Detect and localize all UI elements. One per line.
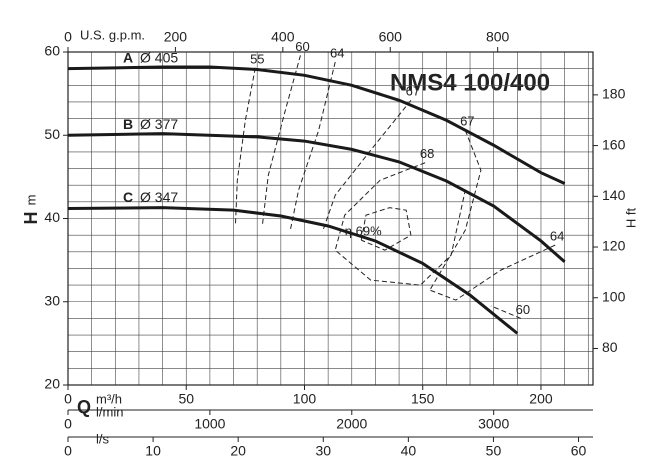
efficiency-curve — [490, 305, 522, 319]
efficiency-curve — [261, 55, 301, 226]
efficiency-curve — [234, 67, 256, 226]
x-tick-label: 400 — [271, 29, 295, 45]
efficiency-label: 60 — [516, 302, 530, 317]
x-tick-label: 0 — [64, 443, 72, 459]
curve-diameter: Ø 347 — [140, 189, 178, 205]
efficiency-label: 64 — [550, 229, 564, 244]
efficiency-curve — [429, 130, 482, 291]
x-tick-label: 200 — [164, 29, 188, 45]
x-tick-label: 800 — [486, 29, 510, 45]
curve-diameter: Ø 405 — [140, 49, 178, 65]
x-tick-label: 60 — [571, 443, 587, 459]
y2-tick-label: 120 — [602, 238, 626, 254]
axis-label: U.S. g.p.m. — [80, 27, 145, 42]
head-curve — [67, 132, 566, 263]
x-tick-label: 30 — [315, 443, 331, 459]
x-tick-label: 0 — [64, 416, 72, 432]
y2-tick-label: 100 — [602, 288, 626, 304]
x-tick-label: 200 — [529, 391, 553, 407]
efficiency-label: 68 — [420, 146, 434, 161]
x-tick-label: 3000 — [478, 416, 509, 432]
x-tick-label: 10 — [145, 443, 161, 459]
efficiency-label: 67 — [406, 84, 420, 99]
y-tick-label: 20 — [44, 376, 60, 392]
y2-tick-label: 160 — [602, 136, 626, 152]
x-axis-symbol: Q — [77, 397, 91, 417]
y-axis-unit: m — [23, 195, 38, 206]
head-curve — [67, 65, 566, 185]
x-tick-label: 600 — [379, 29, 403, 45]
curve-name: B — [123, 116, 133, 132]
x-tick-label: 150 — [411, 391, 435, 407]
x-tick-label: 100 — [293, 391, 317, 407]
y-tick-label: 60 — [44, 43, 60, 59]
x-tick-label: 1000 — [194, 416, 225, 432]
x-tick-label: 50 — [178, 391, 194, 407]
curve-name: C — [123, 189, 133, 205]
y2-tick-label: 180 — [602, 86, 626, 102]
y-tick-label: 40 — [44, 209, 60, 225]
y-tick-label: 50 — [44, 126, 60, 142]
efficiency-curve — [429, 244, 556, 301]
efficiency-curve — [334, 162, 466, 286]
efficiency-curve — [289, 61, 336, 231]
x-tick-label: 0 — [64, 391, 72, 407]
y2-axis-label: H ft — [623, 208, 638, 229]
y-axis-symbol: H — [21, 212, 41, 225]
efficiency-curve — [360, 207, 412, 251]
x-tick-label: 2000 — [336, 416, 367, 432]
efficiency-label: 60 — [295, 39, 309, 54]
efficiency-label: 55 — [250, 51, 264, 66]
axis-label: l/min — [96, 404, 123, 419]
curve-name: A — [123, 49, 133, 65]
y2-tick-label: 140 — [602, 187, 626, 203]
x-tick-label: 20 — [230, 443, 246, 459]
efficiency-label: 64 — [330, 45, 344, 60]
x-axis-unit: m³/h — [96, 391, 122, 406]
x-tick-label: 0 — [64, 29, 72, 45]
x-tick-label: 40 — [401, 443, 417, 459]
axis-label: l/s — [96, 431, 110, 446]
efficiency-label: 67 — [460, 114, 474, 129]
x-tick-label: 50 — [486, 443, 502, 459]
y-tick-label: 30 — [44, 292, 60, 308]
curve-diameter: Ø 377 — [140, 116, 178, 132]
efficiency-curve — [321, 99, 412, 232]
y2-tick-label: 80 — [602, 339, 618, 355]
head-curve — [67, 206, 519, 335]
